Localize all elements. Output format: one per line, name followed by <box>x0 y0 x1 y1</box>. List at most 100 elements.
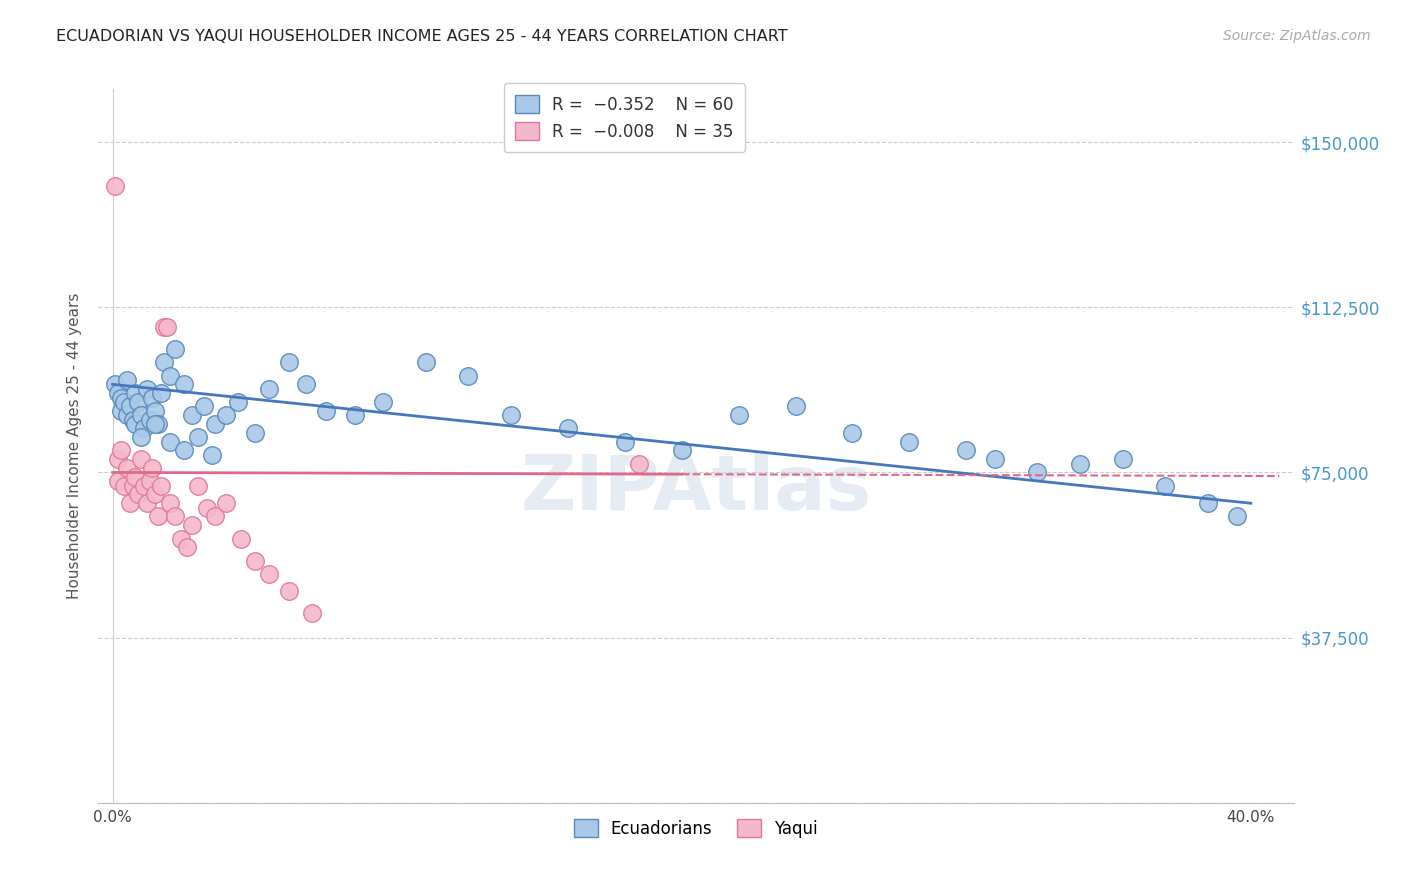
Point <box>499 408 522 422</box>
Point <box>1026 466 1049 480</box>
Point <box>156 320 179 334</box>
Point <box>187 430 209 444</box>
Point <box>143 417 166 431</box>
Point <box>127 395 149 409</box>
Point <box>124 470 146 484</box>
Point <box>371 395 394 409</box>
Point <box>107 475 129 489</box>
Point <box>204 509 226 524</box>
Point <box>121 478 143 492</box>
Point <box>115 373 138 387</box>
Point <box>295 377 318 392</box>
Point <box>1197 496 1219 510</box>
Point <box>557 421 579 435</box>
Point <box>159 434 181 449</box>
Point <box>785 400 807 414</box>
Point <box>143 487 166 501</box>
Point <box>112 478 135 492</box>
Point <box>257 566 280 581</box>
Point <box>343 408 366 422</box>
Point <box>135 496 157 510</box>
Point <box>129 408 152 422</box>
Point <box>181 408 204 422</box>
Point <box>173 377 195 392</box>
Point <box>201 448 224 462</box>
Point <box>215 496 238 510</box>
Point <box>104 377 127 392</box>
Point <box>159 368 181 383</box>
Point <box>138 475 160 489</box>
Point <box>984 452 1007 467</box>
Point <box>115 461 138 475</box>
Point <box>165 509 187 524</box>
Point <box>628 457 651 471</box>
Point <box>153 320 176 334</box>
Point <box>150 478 173 492</box>
Point <box>107 386 129 401</box>
Point <box>110 443 132 458</box>
Point <box>110 403 132 417</box>
Point <box>150 386 173 401</box>
Point <box>118 496 141 510</box>
Point <box>124 417 146 431</box>
Text: Source: ZipAtlas.com: Source: ZipAtlas.com <box>1223 29 1371 43</box>
Point <box>1226 509 1249 524</box>
Point <box>187 478 209 492</box>
Point <box>141 391 163 405</box>
Point <box>315 403 337 417</box>
Point <box>243 553 266 567</box>
Point <box>1154 478 1177 492</box>
Point <box>129 452 152 467</box>
Text: ECUADORIAN VS YAQUI HOUSEHOLDER INCOME AGES 25 - 44 YEARS CORRELATION CHART: ECUADORIAN VS YAQUI HOUSEHOLDER INCOME A… <box>56 29 787 44</box>
Point <box>176 541 198 555</box>
Point <box>138 412 160 426</box>
Point <box>107 452 129 467</box>
Point <box>226 395 249 409</box>
Point <box>671 443 693 458</box>
Point <box>129 430 152 444</box>
Point <box>141 461 163 475</box>
Point <box>143 403 166 417</box>
Point <box>135 382 157 396</box>
Point <box>278 355 301 369</box>
Point <box>110 391 132 405</box>
Point <box>1112 452 1135 467</box>
Point <box>121 412 143 426</box>
Point <box>457 368 479 383</box>
Point <box>195 500 218 515</box>
Point <box>204 417 226 431</box>
Point <box>170 532 193 546</box>
Point <box>243 425 266 440</box>
Point <box>159 496 181 510</box>
Point <box>955 443 977 458</box>
Point <box>153 355 176 369</box>
Point <box>193 400 215 414</box>
Point <box>1069 457 1091 471</box>
Point <box>415 355 437 369</box>
Point <box>127 487 149 501</box>
Point <box>112 395 135 409</box>
Point <box>841 425 863 440</box>
Point <box>124 386 146 401</box>
Point <box>215 408 238 422</box>
Point <box>278 584 301 599</box>
Point <box>132 478 155 492</box>
Text: ZIPAtlas: ZIPAtlas <box>520 452 872 525</box>
Point <box>898 434 921 449</box>
Point <box>613 434 636 449</box>
Point <box>301 607 323 621</box>
Point <box>229 532 252 546</box>
Point <box>104 179 127 194</box>
Legend: Ecuadorians, Yaqui: Ecuadorians, Yaqui <box>568 813 824 845</box>
Y-axis label: Householder Income Ages 25 - 44 years: Householder Income Ages 25 - 44 years <box>67 293 83 599</box>
Point <box>115 408 138 422</box>
Point <box>148 417 170 431</box>
Point <box>727 408 749 422</box>
Point <box>118 400 141 414</box>
Point <box>173 443 195 458</box>
Point <box>165 342 187 356</box>
Point <box>148 509 170 524</box>
Point <box>132 421 155 435</box>
Point <box>181 518 204 533</box>
Point <box>257 382 280 396</box>
